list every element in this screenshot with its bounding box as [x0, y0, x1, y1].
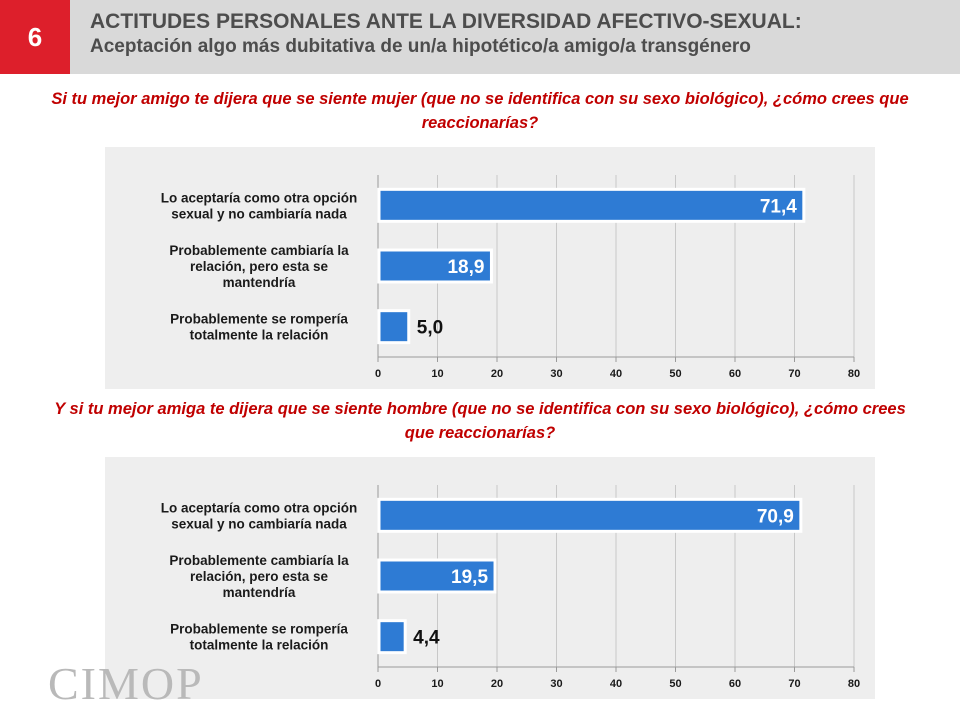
data-label: 19,5 [451, 567, 488, 588]
data-label: 18,9 [447, 257, 484, 278]
x-tick-label: 20 [491, 678, 503, 690]
category-label: Lo aceptaría como otra opción [161, 190, 358, 205]
question-2: Y si tu mejor amiga te dijera que se sie… [54, 400, 906, 442]
category-label: totalmente la relación [190, 328, 329, 343]
x-tick-label: 10 [431, 678, 443, 690]
bar-chart-1: 0 10 20 30 40 50 60 70 80 71,4 Lo aceptaría como o… [105, 147, 875, 389]
bar [377, 497, 803, 533]
x-tick-label: 70 [788, 368, 800, 380]
category-label: Probablemente se rompería [170, 622, 348, 637]
x-tick-label: 40 [610, 368, 622, 380]
x-tick-label: 80 [848, 678, 860, 690]
header-text: ACTITUDES PERSONALES ANTE LA DIVERSIDAD … [90, 9, 950, 59]
data-label: 4,4 [413, 628, 440, 649]
x-tick-label: 50 [669, 678, 681, 690]
category-label: Probablemente cambiaría la [169, 553, 349, 568]
category-label: mantendría [223, 275, 296, 290]
category-label: relación, pero esta se [190, 569, 329, 584]
bar [377, 619, 407, 655]
question-1: Si tu mejor amigo te dijera que se sient… [51, 90, 909, 132]
x-tick-label: 20 [491, 368, 503, 380]
x-tick-label: 70 [788, 678, 800, 690]
page-title: ACTITUDES PERSONALES ANTE LA DIVERSIDAD … [90, 10, 802, 33]
x-tick-label: 40 [610, 678, 622, 690]
slide-number: 6 [0, 0, 70, 74]
header-bar: 6 ACTITUDES PERSONALES ANTE LA DIVERSIDA… [0, 0, 960, 74]
data-label: 70,9 [757, 506, 794, 527]
category-label: sexual y no cambiaría nada [171, 206, 347, 221]
x-tick-label: 60 [729, 368, 741, 380]
x-tick-label: 0 [375, 368, 381, 380]
bar [377, 248, 493, 284]
data-label: 71,4 [760, 196, 797, 217]
bar-chart-2: 0 10 20 30 40 50 60 70 80 70,9 Lo aceptaría como o… [105, 457, 875, 699]
x-tick-label: 30 [550, 368, 562, 380]
bar [377, 558, 497, 594]
category-label: Probablemente cambiaría la [169, 243, 349, 258]
category-label: relación, pero esta se [190, 259, 329, 274]
category-label: sexual y no cambiaría nada [171, 516, 347, 531]
x-tick-label: 30 [550, 678, 562, 690]
x-tick-label: 0 [375, 678, 381, 690]
bar [377, 187, 806, 223]
page-subtitle: Aceptación algo más dubitativa de un/a h… [90, 36, 751, 57]
logo: CIMOP [48, 658, 204, 709]
category-label: totalmente la relación [190, 638, 329, 653]
x-tick-label: 10 [431, 368, 443, 380]
x-tick-label: 60 [729, 678, 741, 690]
x-tick-label: 80 [848, 368, 860, 380]
category-label: mantendría [223, 585, 296, 600]
category-label: Lo aceptaría como otra opción [161, 500, 358, 515]
data-label: 5,0 [417, 318, 443, 339]
bar [377, 309, 411, 345]
x-tick-label: 50 [669, 368, 681, 380]
category-label: Probablemente se rompería [170, 312, 348, 327]
